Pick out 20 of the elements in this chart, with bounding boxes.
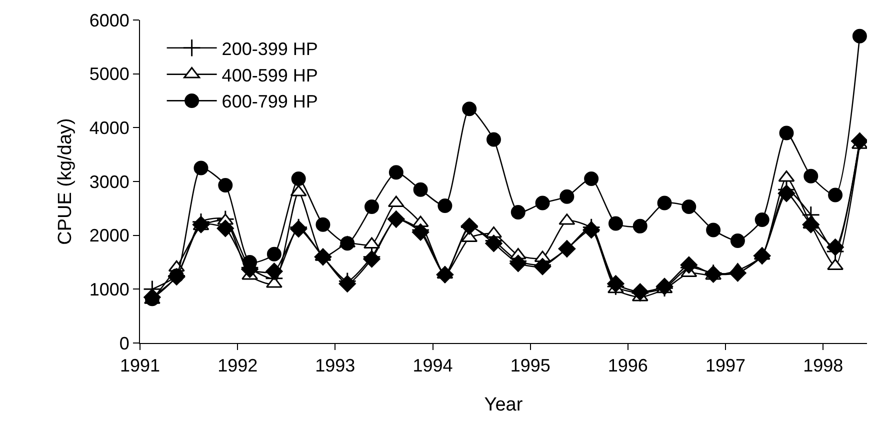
x-tick-label: 1995 [510,356,550,376]
x-tick-label: 1998 [803,356,844,376]
y-tick-label: 2000 [89,226,130,246]
y-tick-label: 3000 [89,172,130,192]
x-tick-label: 1991 [120,356,160,376]
x-tick-label: 1997 [705,356,746,376]
x-axis-title: Year [484,394,524,416]
legend-label: 400-599 HP [222,65,318,86]
legend-label: 600-799 HP [222,92,318,112]
y-axis-title: CPUE (kg/day) [55,118,76,245]
x-tick-label: 1993 [315,356,356,376]
x-tick-label: 1992 [218,356,258,376]
y-tick-label: 4000 [89,118,130,138]
x-tick-label: 1996 [608,356,648,376]
legend-label: 200-399 HP [222,38,318,59]
y-tick-label: 5000 [89,64,130,84]
y-tick-label: 1000 [89,279,130,300]
y-tick-label: 6000 [89,10,130,30]
x-tick-label: 1994 [412,356,453,376]
y-tick-label: 0 [119,333,130,354]
